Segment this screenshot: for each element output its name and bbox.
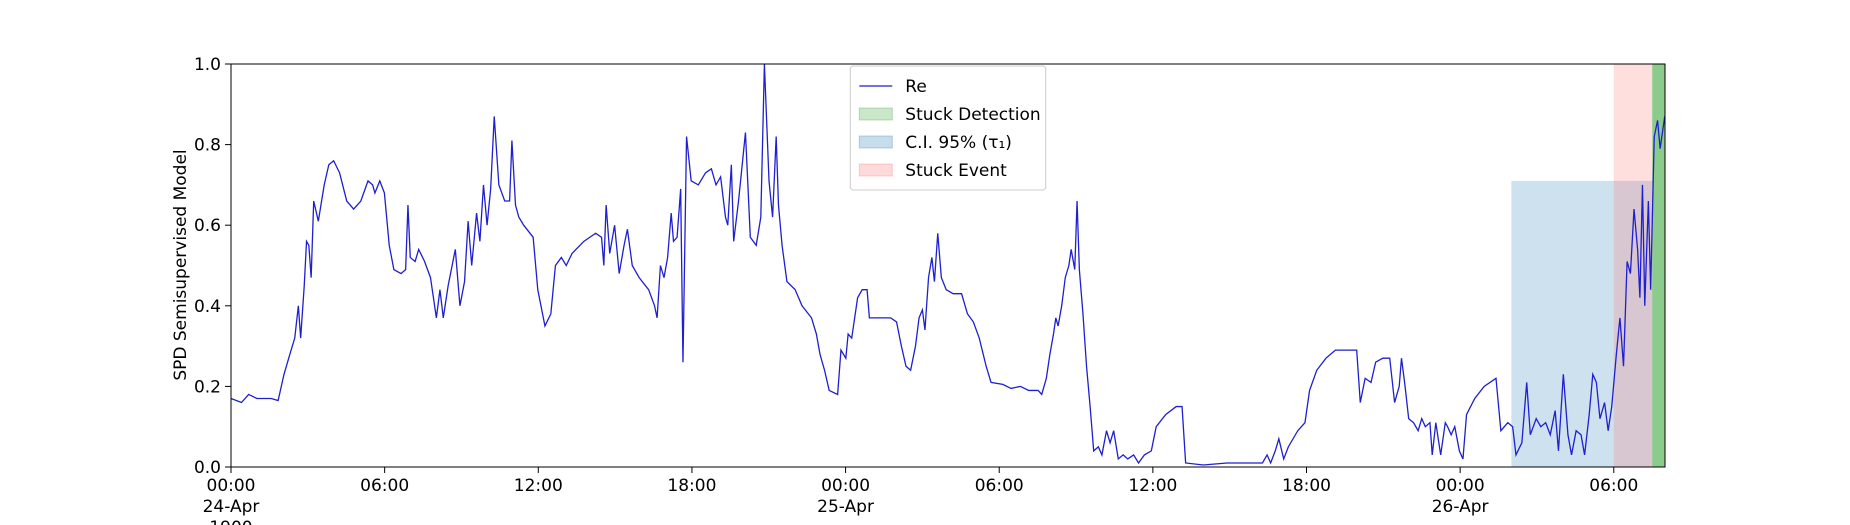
x-tick-label: 12:00: [514, 476, 563, 496]
x-tick-label: 00:00 25-Apr: [817, 476, 874, 517]
data-line: [230, 63, 1666, 466]
x-tick-label: 00:00 26-Apr: [1432, 476, 1489, 517]
legend-patch: [858, 135, 893, 149]
y-tick-label: 0.2: [194, 377, 221, 397]
x-tick-label: 12:00: [1128, 476, 1177, 496]
y-tick-label: 0.0: [194, 458, 221, 478]
x-tick-label: 06:00: [1589, 476, 1638, 496]
span-region: [1652, 64, 1665, 467]
plot-frame: [230, 63, 1666, 468]
legend-patch: [858, 163, 893, 177]
x-tick-label: 06:00: [975, 476, 1024, 496]
x-tick-label: 18:00: [667, 476, 716, 496]
span-region: [1511, 180, 1653, 467]
legend-patch: [858, 107, 893, 121]
x-tick-label: 06:00: [360, 476, 409, 496]
legend-label: Re: [905, 77, 927, 97]
y-axis-label: SPD Semisupervised Model: [171, 149, 191, 380]
y-tick-label: 0.6: [194, 216, 221, 236]
legend-label: Stuck Event: [905, 161, 1007, 181]
x-tick-label: 18:00: [1282, 476, 1331, 496]
y-tick-label: 0.8: [194, 136, 221, 156]
legend-label: C.I. 95% (τ₁): [905, 133, 1012, 153]
legend: Re Stuck Detection C.I. 95% (τ₁) Stuck Even…: [849, 65, 1047, 191]
legend-box: [849, 65, 1047, 191]
y-tick-label: 1.0: [194, 55, 221, 75]
legend-label: Stuck Detection: [905, 105, 1040, 125]
y-tick-label: 0.4: [194, 297, 221, 317]
